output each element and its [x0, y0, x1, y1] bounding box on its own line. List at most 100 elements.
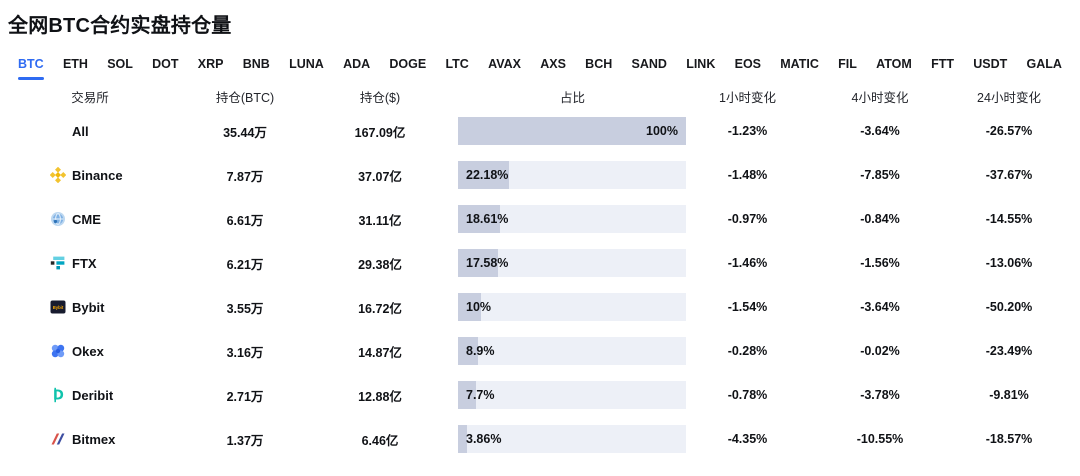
tab-sand[interactable]: SAND: [631, 57, 667, 71]
position-btc-value: 35.44万: [223, 125, 267, 140]
table-row-ftx: FTX 6.21万 29.38亿 17.58% -1.46% -1.56% -1…: [0, 241, 1080, 285]
tab-label: BTC: [18, 57, 44, 71]
position-usd-value: 14.87亿: [358, 345, 402, 360]
change-24h-value: -37.67%: [985, 168, 1033, 182]
cme-icon: [50, 211, 66, 227]
share-label: 17.58%: [466, 256, 509, 270]
position-usd-value: 167.09亿: [354, 125, 406, 140]
share-bar: 17.58%: [450, 249, 695, 277]
tab-ltc[interactable]: LTC: [445, 57, 469, 71]
exchange-name: Bybit: [72, 299, 105, 315]
change-4h-value: -10.55%: [856, 432, 904, 446]
tab-avax[interactable]: AVAX: [488, 57, 521, 71]
tab-usdt[interactable]: USDT: [973, 57, 1008, 71]
active-tab-underline: [18, 77, 44, 80]
tab-ada[interactable]: ADA: [343, 57, 371, 71]
change-1h-value: -1.54%: [727, 300, 768, 314]
share-bar-track: 22.18%: [458, 161, 686, 189]
position-btc-value: 3.55万: [226, 301, 264, 316]
change-24h-value: -14.55%: [985, 212, 1033, 226]
share-bar-fill: [458, 249, 499, 277]
change-24h-value: -23.49%: [985, 344, 1033, 358]
share-bar-track: 17.58%: [458, 249, 686, 277]
tab-gala[interactable]: GALA: [1026, 57, 1062, 71]
exchange-cell: Binance: [0, 167, 180, 183]
change-1h-value: -4.35%: [727, 432, 768, 446]
share-bar: 3.86%: [450, 425, 695, 453]
no-icon: [50, 123, 66, 139]
change-24h-value: -13.06%: [985, 256, 1033, 270]
tab-bnb[interactable]: BNB: [242, 57, 270, 71]
change-4h-value: -7.85%: [860, 168, 900, 182]
share-label: 8.9%: [466, 344, 495, 358]
table-row-binance: Binance 7.87万 37.07亿 22.18% -1.48% -7.85…: [0, 153, 1080, 197]
header-change-4h: 4小时变化: [851, 90, 909, 105]
share-bar: 7.7%: [450, 381, 695, 409]
svg-text:D: D: [53, 389, 64, 404]
exchange-cell: CME: [0, 211, 180, 227]
table-row-deribit: D Deribit 2.71万 12.88亿 7.7% -0.78% -3.78…: [0, 373, 1080, 417]
position-usd-value: 31.11亿: [358, 213, 402, 228]
table-header: 交易所 持仓(BTC) 持仓($) 占比 1小时变化 4小时变化 24小时变化: [0, 83, 1080, 109]
tab-xrp[interactable]: XRP: [197, 57, 224, 71]
exchange-cell: Bybit Bybit: [0, 299, 180, 315]
ftx-icon: [50, 255, 66, 271]
exchange-name: Deribit: [72, 387, 114, 403]
tab-sol[interactable]: SOL: [107, 57, 133, 71]
position-usd-value: 16.72亿: [358, 301, 402, 316]
tab-dot[interactable]: DOT: [152, 57, 179, 71]
table-row-cme: CME 6.61万 31.11亿 18.61% -0.97% -0.84% -1…: [0, 197, 1080, 241]
tab-link[interactable]: LINK: [686, 57, 716, 71]
change-4h-value: -1.56%: [860, 256, 900, 270]
tab-eth[interactable]: ETH: [62, 57, 88, 71]
exchange-name: CME: [72, 211, 101, 227]
table-row-okex: Okex 3.16万 14.87亿 8.9% -0.28% -0.02% -23…: [0, 329, 1080, 373]
position-btc-value: 6.21万: [226, 257, 264, 272]
table-row-bybit: Bybit Bybit 3.55万 16.72亿 10% -1.54% -3.6…: [0, 285, 1080, 329]
exchange-cell: FTX: [0, 255, 180, 271]
change-1h-value: -0.28%: [727, 344, 768, 358]
position-usd-value: 29.38亿: [358, 257, 402, 272]
tab-matic[interactable]: MATIC: [780, 57, 819, 71]
tab-atom[interactable]: ATOM: [876, 57, 912, 71]
svg-text:Bybit: Bybit: [53, 305, 64, 310]
exchange-name: Binance: [72, 167, 123, 183]
share-bar-track: 100%: [458, 117, 686, 145]
tab-bch[interactable]: BCH: [585, 57, 613, 71]
share-label: 7.7%: [466, 388, 495, 402]
header-position-btc: 持仓(BTC): [215, 90, 275, 105]
position-usd-value: 6.46亿: [361, 433, 399, 448]
position-btc-value: 2.71万: [226, 389, 264, 404]
share-bar-track: 3.86%: [458, 425, 686, 453]
position-btc-value: 1.37万: [226, 433, 264, 448]
share-bar-fill: [458, 381, 476, 409]
exchange-cell: D Deribit: [0, 387, 180, 404]
exchange-name: Okex: [72, 343, 104, 359]
tab-ftt[interactable]: FTT: [931, 57, 954, 71]
exchange-cell: All: [0, 123, 180, 139]
tab-eos[interactable]: EOS: [734, 57, 762, 71]
table-row-all: All 35.44万 167.09亿 100% -1.23% -3.64% -2…: [0, 109, 1080, 153]
tab-luna[interactable]: LUNA: [289, 57, 324, 71]
position-btc-value: 3.16万: [226, 345, 264, 360]
holdings-table: All 35.44万 167.09亿 100% -1.23% -3.64% -2…: [0, 109, 1080, 461]
header-position-usd: 持仓($): [359, 90, 401, 105]
share-bar: 18.61%: [450, 205, 695, 233]
tab-btc[interactable]: BTC: [18, 57, 44, 80]
tab-fil[interactable]: FIL: [838, 57, 857, 71]
change-4h-value: -0.84%: [860, 212, 900, 226]
share-bar-track: 7.7%: [458, 381, 686, 409]
change-4h-value: -3.78%: [860, 388, 900, 402]
tab-axs[interactable]: AXS: [540, 57, 566, 71]
deribit-icon: D: [50, 387, 66, 403]
share-bar-fill: [458, 117, 686, 145]
change-1h-value: -0.78%: [727, 388, 768, 402]
share-bar: 10%: [450, 293, 695, 321]
change-1h-value: -1.23%: [727, 124, 768, 138]
tab-doge[interactable]: DOGE: [389, 57, 427, 71]
change-24h-value: -50.20%: [985, 300, 1033, 314]
position-usd-value: 12.88亿: [358, 389, 402, 404]
table-row-bitmex: Bitmex 1.37万 6.46亿 3.86% -4.35% -10.55% …: [0, 417, 1080, 461]
position-btc-value: 7.87万: [226, 169, 264, 184]
exchange-cell: Okex: [0, 343, 180, 359]
